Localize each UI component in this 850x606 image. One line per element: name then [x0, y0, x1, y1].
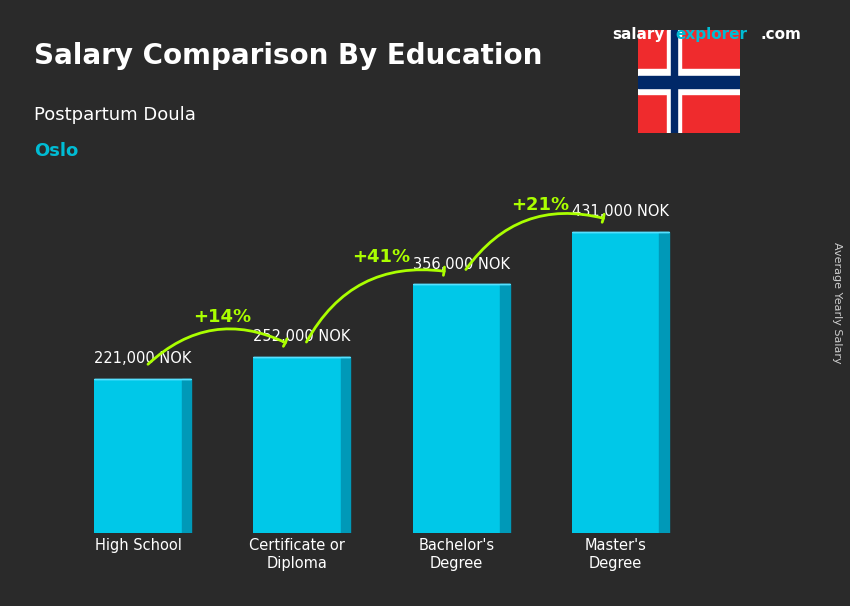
Polygon shape [341, 357, 350, 533]
Bar [412, 284, 500, 533]
Bar [638, 70, 740, 94]
Bar [667, 30, 682, 133]
Text: +41%: +41% [353, 248, 411, 266]
Text: explorer: explorer [676, 27, 748, 42]
Text: Salary Comparison By Education: Salary Comparison By Education [34, 42, 542, 70]
Text: 431,000 NOK: 431,000 NOK [572, 204, 669, 219]
Text: salary: salary [612, 27, 665, 42]
Text: 221,000 NOK: 221,000 NOK [94, 351, 191, 366]
Polygon shape [500, 284, 510, 533]
Text: 252,000 NOK: 252,000 NOK [253, 330, 350, 344]
Bar [253, 357, 341, 533]
Text: Oslo: Oslo [34, 142, 78, 161]
Bar [672, 30, 677, 133]
Text: +21%: +21% [512, 196, 570, 214]
Bar [572, 232, 660, 533]
Polygon shape [182, 379, 191, 533]
Text: .com: .com [761, 27, 802, 42]
Polygon shape [660, 232, 669, 533]
Text: 356,000 NOK: 356,000 NOK [412, 257, 509, 271]
Bar [638, 76, 740, 88]
Text: Postpartum Doula: Postpartum Doula [34, 106, 196, 124]
Text: Average Yearly Salary: Average Yearly Salary [832, 242, 842, 364]
Bar [94, 379, 182, 533]
Text: +14%: +14% [193, 307, 252, 325]
